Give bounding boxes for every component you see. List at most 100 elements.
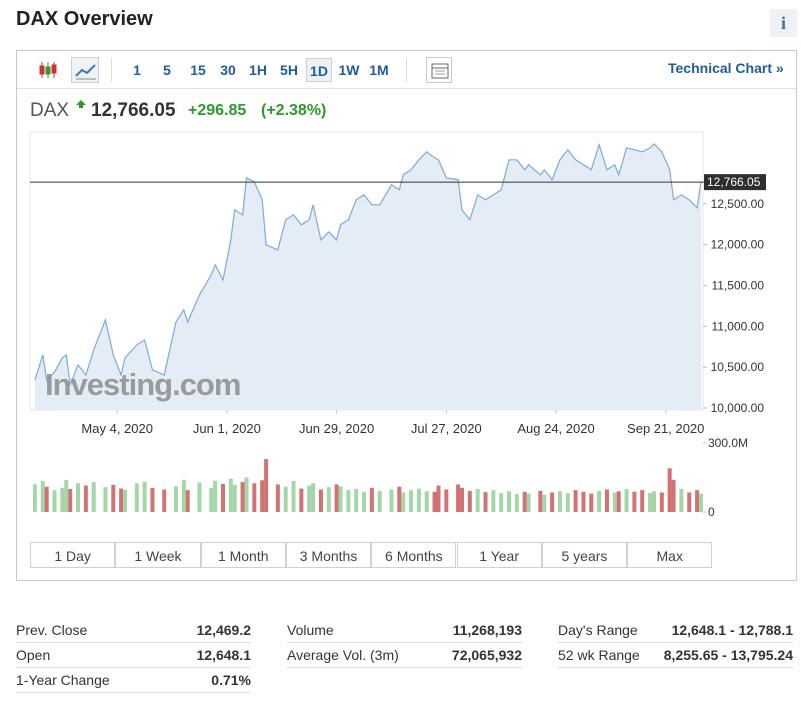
volume-bar	[150, 487, 155, 512]
period-button[interactable]: 5 years	[541, 542, 628, 568]
interval-button[interactable]: 1W	[338, 62, 360, 78]
volume-bar	[197, 482, 202, 512]
interval-button[interactable]: 5	[163, 62, 171, 78]
chart: Investing.com 10,000.00 10,500.00 11,000.00…	[29, 131, 766, 519]
volume-bar	[44, 486, 49, 512]
volume-bar	[185, 490, 190, 512]
volume-bar	[436, 485, 441, 512]
period-button[interactable]: 1 Month	[200, 542, 286, 568]
technical-chart-link[interactable]: Technical Chart »	[668, 60, 784, 76]
volume-bar	[338, 486, 343, 512]
table-icon[interactable]	[426, 57, 452, 83]
stat-row: Day's Range 12,648.1 - 12,788.1	[558, 618, 793, 643]
interval-button[interactable]: 1H	[249, 62, 267, 78]
stat-label: 1-Year Change	[16, 672, 110, 688]
volume-bar	[354, 489, 359, 512]
volume-bar	[76, 483, 81, 512]
volume-bar	[557, 491, 562, 512]
volume-bar	[68, 489, 73, 512]
y-tick-label: 12,500.00	[711, 197, 765, 211]
volume-bar	[409, 490, 414, 512]
volume-bar	[377, 490, 382, 512]
stat-label: Open	[16, 647, 51, 663]
info-button[interactable]: i	[770, 9, 797, 37]
volume-bar	[514, 494, 519, 512]
price-area	[34, 143, 701, 411]
volume-bar	[679, 489, 684, 512]
separator	[406, 58, 407, 82]
interval-button[interactable]: 1	[133, 62, 141, 78]
stat-label: Prev. Close	[16, 622, 88, 638]
volume-bar	[228, 478, 233, 512]
volume-bar	[275, 484, 280, 512]
period-button[interactable]: 1 Year	[456, 542, 542, 568]
x-tick-label: Jul 27, 2020	[411, 421, 482, 436]
volume-bar	[401, 492, 406, 512]
period-button[interactable]: 3 Months	[285, 542, 372, 568]
volume-bar	[475, 489, 480, 512]
volume-bar	[181, 479, 186, 512]
interval-button[interactable]: 5H	[280, 62, 298, 78]
volume-bar	[397, 486, 402, 512]
volume-bar	[389, 489, 394, 512]
volume-bar	[444, 489, 449, 512]
volume-bar	[307, 485, 312, 512]
x-tick-label: Sep 21, 2020	[627, 421, 704, 436]
interval-button[interactable]: 30	[220, 62, 236, 78]
volume-bar	[612, 492, 617, 512]
stat-label: Volume	[287, 622, 334, 638]
interval-button[interactable]: 1M	[369, 62, 389, 78]
interval-button[interactable]: 15	[190, 62, 206, 78]
y-tick-label: 11,500.00	[712, 278, 765, 292]
volume-bar	[334, 484, 339, 512]
volume-bar	[499, 493, 504, 512]
stat-value: 0.71%	[211, 672, 251, 688]
volume-bar	[40, 480, 45, 512]
stat-value: 12,648.1	[196, 647, 252, 663]
period-button[interactable]: Max	[627, 542, 713, 568]
volume-bar	[432, 491, 437, 512]
candlestick-icon[interactable]	[36, 58, 62, 82]
volume-tick-label: 300.0M	[708, 436, 748, 450]
period-button[interactable]: 1 Day	[30, 542, 116, 568]
volume-bar	[491, 490, 496, 512]
volume-bar	[326, 487, 331, 512]
volume-bar	[581, 491, 586, 512]
stat-value: 8,255.65 - 13,795.24	[663, 647, 793, 663]
volume-bar	[459, 487, 464, 512]
volume-bar	[103, 487, 108, 512]
chart-frame	[16, 50, 797, 581]
line-chart-icon[interactable]	[71, 57, 99, 83]
volume-bar	[311, 483, 316, 512]
last-price-box	[704, 174, 766, 191]
toolbar	[17, 51, 796, 89]
volume-bar	[483, 492, 488, 512]
volume-bar	[597, 490, 602, 512]
last-price: 12,766.05	[91, 100, 176, 121]
last-price-label: 12,766.05	[707, 175, 761, 189]
volume-bar	[456, 484, 461, 512]
volume-bar	[252, 483, 257, 512]
stat-row: Average Vol. (3m) 72,065,932	[287, 643, 522, 668]
volume-bar	[123, 489, 128, 512]
interval-button[interactable]: 1D	[306, 58, 332, 82]
stat-value: 12,648.1 - 12,788.1	[671, 622, 793, 638]
volume-bar	[220, 483, 225, 512]
period-button[interactable]: 1 Week	[115, 542, 201, 568]
page-title: DAX Overview	[16, 8, 153, 30]
volume-bar	[369, 487, 374, 512]
period-button[interactable]: 6 Months	[371, 542, 457, 568]
volume-bar	[362, 491, 367, 512]
stat-row: Prev. Close 12,469.2	[16, 618, 251, 643]
stat-value: 12,469.2	[196, 622, 252, 638]
volume-bar	[538, 490, 543, 512]
volume-bar	[507, 491, 512, 512]
volume-bar	[232, 484, 237, 512]
volume-bar	[616, 491, 621, 512]
x-tick-label: Jun 1, 2020	[193, 421, 261, 436]
price-change: +296.85	[188, 102, 247, 119]
volume-bar	[264, 459, 269, 512]
volume-bar	[119, 488, 124, 512]
volume-bar	[522, 491, 527, 512]
volume-bar	[213, 480, 218, 512]
